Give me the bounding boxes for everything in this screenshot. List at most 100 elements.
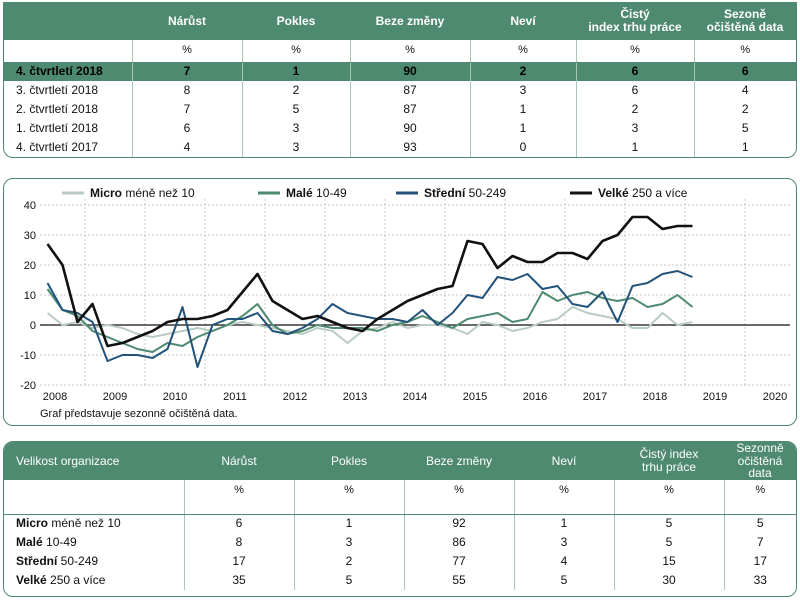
header-beze-zmeny: Beze změny [404, 442, 514, 480]
chart-legend: Micro méně než 10 Malé 10-49 Střední 50-24… [62, 186, 688, 200]
cell: 2 [293, 552, 404, 571]
cell: 90 [349, 119, 470, 138]
y-tick-label: 40 [24, 200, 36, 212]
cell: 77 [403, 552, 514, 571]
legend-label: Micro méně než 10 [90, 186, 195, 200]
cell: 1 [513, 514, 614, 533]
cell: 15 [613, 552, 724, 571]
cell: 5 [513, 571, 614, 590]
unit-empty [4, 480, 184, 502]
header-narust: Nárůst [184, 442, 294, 480]
cell: 2 [575, 100, 694, 119]
cell: 1 [241, 62, 350, 81]
chart-note: Graf představuje sezonně očištěná data. [40, 408, 238, 420]
legend-label: Malé 10-49 [286, 186, 347, 200]
size-table-panel: Velikost organizace Nárůst Pokles Beze z… [3, 441, 797, 597]
cell: 5 [613, 533, 724, 552]
header-pokles: Pokles [294, 442, 404, 480]
cell: 2 [469, 62, 576, 81]
x-tick-label: 2011 [223, 391, 247, 403]
header-sezonne: Sezonně očištěná data [724, 442, 796, 480]
quarterly-table-panel: Nárůst Pokles Beze změny Neví Čistý index… [3, 2, 797, 158]
x-tick-label: 2017 [583, 391, 607, 403]
cell: 93 [349, 138, 470, 157]
unit-cell: % [693, 40, 796, 63]
cell: 0 [469, 138, 576, 157]
cell: 1 [469, 100, 576, 119]
cell: 55 [403, 571, 514, 590]
cell: 4 [693, 81, 796, 100]
x-tick-label: 2014 [403, 391, 427, 403]
x-axis-ticks: 2008 2009 2010 2011 2012 2013 2014 2015 2016 2017… [43, 391, 787, 403]
cell: 6 [183, 514, 294, 533]
cell: 17 [723, 552, 796, 571]
chart-panel: 40 30 20 10 0 -10 -20 2008 2009 2010 2011 2012 2013… [3, 178, 797, 426]
cell: 1 [469, 119, 576, 138]
cell: 3 [241, 138, 350, 157]
table-row: 4. čtvrtletí 2017 4 3 93 0 1 1 [4, 138, 796, 157]
header-cisty-index: Čistý index trhu práce [614, 442, 724, 480]
cell: 7 [131, 100, 242, 119]
cell: 87 [349, 100, 470, 119]
cell: 7 [131, 62, 242, 81]
quarterly-table: Nárůst Pokles Beze změny Neví Čistý index… [4, 2, 796, 157]
unit-cell: % [469, 40, 576, 63]
header-sezonne: Sezoně očištěná data [694, 2, 796, 40]
row-label: Micro méně než 10 [16, 516, 121, 531]
x-tick-label: 2016 [523, 391, 547, 403]
unit-cell: % [131, 40, 242, 63]
cell: 35 [183, 571, 294, 590]
cell: 6 [131, 119, 242, 138]
cell: 33 [723, 571, 796, 590]
cell: 92 [403, 514, 514, 533]
chart-grid [40, 199, 790, 386]
cell: 3 [513, 533, 614, 552]
cell: 6 [693, 62, 796, 81]
cell: 5 [693, 119, 796, 138]
cell: 3 [241, 119, 350, 138]
table-row: Střední 50-249 17 2 77 4 15 17 [4, 552, 796, 571]
x-tick-label: 2015 [463, 391, 487, 403]
unit-cell: % [293, 480, 404, 502]
x-tick-label: 2009 [103, 391, 127, 403]
legend-label: Střední 50-249 [424, 186, 506, 200]
series-line-2 [46, 270, 693, 368]
unit-empty [4, 40, 132, 63]
row-label: Velké 250 a více [16, 573, 106, 588]
row-label: Malé 10-49 [16, 535, 77, 550]
unit-cell: % [723, 480, 796, 502]
x-tick-label: 2013 [343, 391, 367, 403]
cell: 6 [575, 62, 694, 81]
header-nevi: Neví [470, 2, 576, 40]
cell: 5 [293, 571, 404, 590]
unit-cell: % [241, 40, 350, 63]
table-row: 3. čtvrtletí 2018 8 2 87 3 6 4 [4, 81, 796, 100]
header-nevi: Neví [514, 442, 614, 480]
row-label: 2. čtvrtletí 2018 [16, 102, 99, 117]
cell: 90 [349, 62, 470, 81]
header-velikost-organizace: Velikost organizace [4, 442, 184, 480]
unit-cell: % [613, 480, 724, 502]
table-row: Velké 250 a více 35 5 55 5 30 33 [4, 571, 796, 590]
table-row: Micro méně než 10 6 1 92 1 5 5 [4, 514, 796, 533]
x-tick-label: 2018 [643, 391, 667, 403]
unit-cell: % [183, 480, 294, 502]
cell: 1 [575, 138, 694, 157]
series-line-1 [46, 288, 694, 353]
y-tick-label: 0 [30, 320, 36, 332]
x-tick-label: 2010 [163, 391, 187, 403]
cell: 4 [513, 552, 614, 571]
cell: 7 [723, 533, 796, 552]
table-row: 1. čtvrtletí 2018 6 3 90 1 3 5 [4, 119, 796, 138]
x-tick-label: 2008 [43, 391, 67, 403]
cell: 5 [613, 514, 724, 533]
x-tick-label: 2019 [703, 391, 727, 403]
unit-cell: % [513, 480, 614, 502]
header-cisty-index: Čistý index trhu práce [576, 2, 694, 40]
y-tick-label: -20 [20, 380, 36, 392]
row-label: Střední 50-249 [16, 554, 99, 569]
y-tick-label: 30 [24, 230, 36, 242]
y-tick-label: 20 [24, 260, 36, 272]
x-tick-label: 2012 [283, 391, 307, 403]
